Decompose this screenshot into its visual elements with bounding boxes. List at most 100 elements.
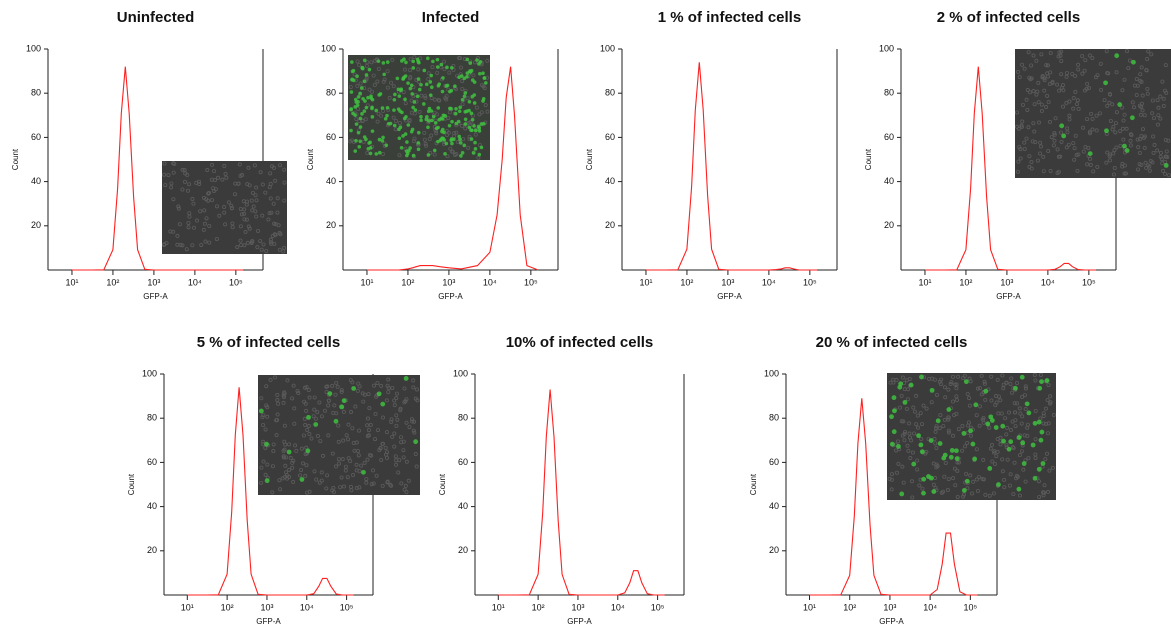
- cell: [303, 473, 308, 478]
- cell: [1087, 53, 1092, 58]
- cell: [1004, 443, 1009, 448]
- cell: [1066, 142, 1071, 147]
- cell: [1085, 81, 1090, 86]
- infected-cell: [891, 408, 897, 414]
- cell: [404, 420, 409, 425]
- cell: [407, 117, 412, 122]
- cell: [292, 421, 297, 426]
- cell: [1158, 150, 1163, 155]
- y-tick-label: 20: [458, 545, 468, 555]
- cell: [1094, 113, 1099, 118]
- cell: [962, 373, 967, 378]
- cell: [905, 443, 910, 448]
- cell: [901, 480, 906, 485]
- cell: [1045, 451, 1050, 456]
- y-tick-label: 20: [769, 545, 779, 555]
- cell: [411, 428, 416, 433]
- y-tick-label: 100: [321, 43, 336, 53]
- cell: [1104, 49, 1109, 54]
- cell: [260, 415, 265, 420]
- infected-cell: [470, 117, 475, 122]
- cell: [389, 417, 394, 422]
- cell: [1012, 401, 1017, 406]
- cell: [304, 385, 309, 390]
- cell: [483, 103, 488, 108]
- cell: [909, 438, 914, 443]
- cell: [366, 433, 371, 438]
- cell: [1107, 92, 1112, 97]
- cell: [905, 397, 910, 402]
- cell: [343, 468, 348, 473]
- cell: [1137, 150, 1142, 155]
- cell: [1081, 125, 1086, 130]
- cell: [1145, 91, 1150, 96]
- y-tick-label: 20: [31, 220, 41, 230]
- cell: [1127, 58, 1132, 63]
- cell: [394, 423, 399, 428]
- x-tick-label: 10²: [106, 277, 119, 287]
- cell: [1016, 126, 1021, 131]
- cell: [1017, 453, 1022, 458]
- cell: [361, 399, 366, 404]
- cell: [357, 485, 362, 490]
- x-axis-label: GFP-A: [256, 617, 281, 626]
- cell: [432, 97, 437, 102]
- cell: [1001, 386, 1006, 391]
- histogram-line: [925, 66, 1097, 271]
- infected-cell: [902, 399, 908, 405]
- cell: [889, 487, 894, 492]
- infected-cell: [392, 123, 397, 128]
- cell: [171, 170, 176, 175]
- cell: [946, 417, 951, 422]
- cell: [424, 143, 429, 148]
- infected-cell: [362, 79, 367, 84]
- cell: [467, 134, 472, 139]
- infected-cell: [472, 101, 477, 105]
- infected-cell: [445, 65, 449, 70]
- cell: [1056, 54, 1061, 59]
- cell: [282, 447, 287, 452]
- cell: [423, 94, 428, 99]
- y-tick-label: 40: [884, 176, 894, 186]
- infected-cell: [357, 145, 362, 149]
- infected-cell: [360, 86, 364, 90]
- cell: [325, 473, 330, 478]
- cell: [386, 390, 391, 395]
- cell: [1044, 105, 1049, 110]
- cell: [270, 234, 275, 239]
- infected-cell: [1001, 438, 1006, 444]
- infected-cell: [988, 414, 994, 420]
- cell: [1166, 138, 1171, 143]
- infected-cell: [993, 425, 999, 430]
- x-tick-label: 10¹: [803, 602, 816, 612]
- cell: [1047, 468, 1052, 473]
- cell: [954, 394, 959, 399]
- cell: [291, 458, 296, 463]
- cell: [1112, 166, 1117, 171]
- cell: [245, 199, 250, 204]
- infected-cell: [299, 477, 305, 482]
- cell: [341, 409, 346, 414]
- cell: [267, 185, 272, 190]
- cell: [385, 480, 390, 485]
- infected-cell: [964, 478, 970, 484]
- cell: [1042, 78, 1047, 83]
- cell: [1020, 394, 1025, 399]
- cell: [902, 438, 907, 443]
- cell: [1110, 102, 1115, 107]
- cell: [1075, 168, 1080, 173]
- cell: [1048, 394, 1053, 399]
- cell: [473, 132, 478, 137]
- cell: [1150, 98, 1155, 103]
- cell: [953, 483, 958, 488]
- cell: [1064, 100, 1069, 105]
- cell: [1045, 398, 1050, 403]
- cell: [222, 163, 227, 168]
- cell: [1020, 414, 1025, 419]
- cell: [381, 415, 386, 420]
- cell: [952, 466, 957, 471]
- cell: [408, 57, 413, 62]
- infected-cell: [919, 374, 924, 380]
- cell: [1041, 493, 1046, 498]
- cell: [338, 485, 343, 490]
